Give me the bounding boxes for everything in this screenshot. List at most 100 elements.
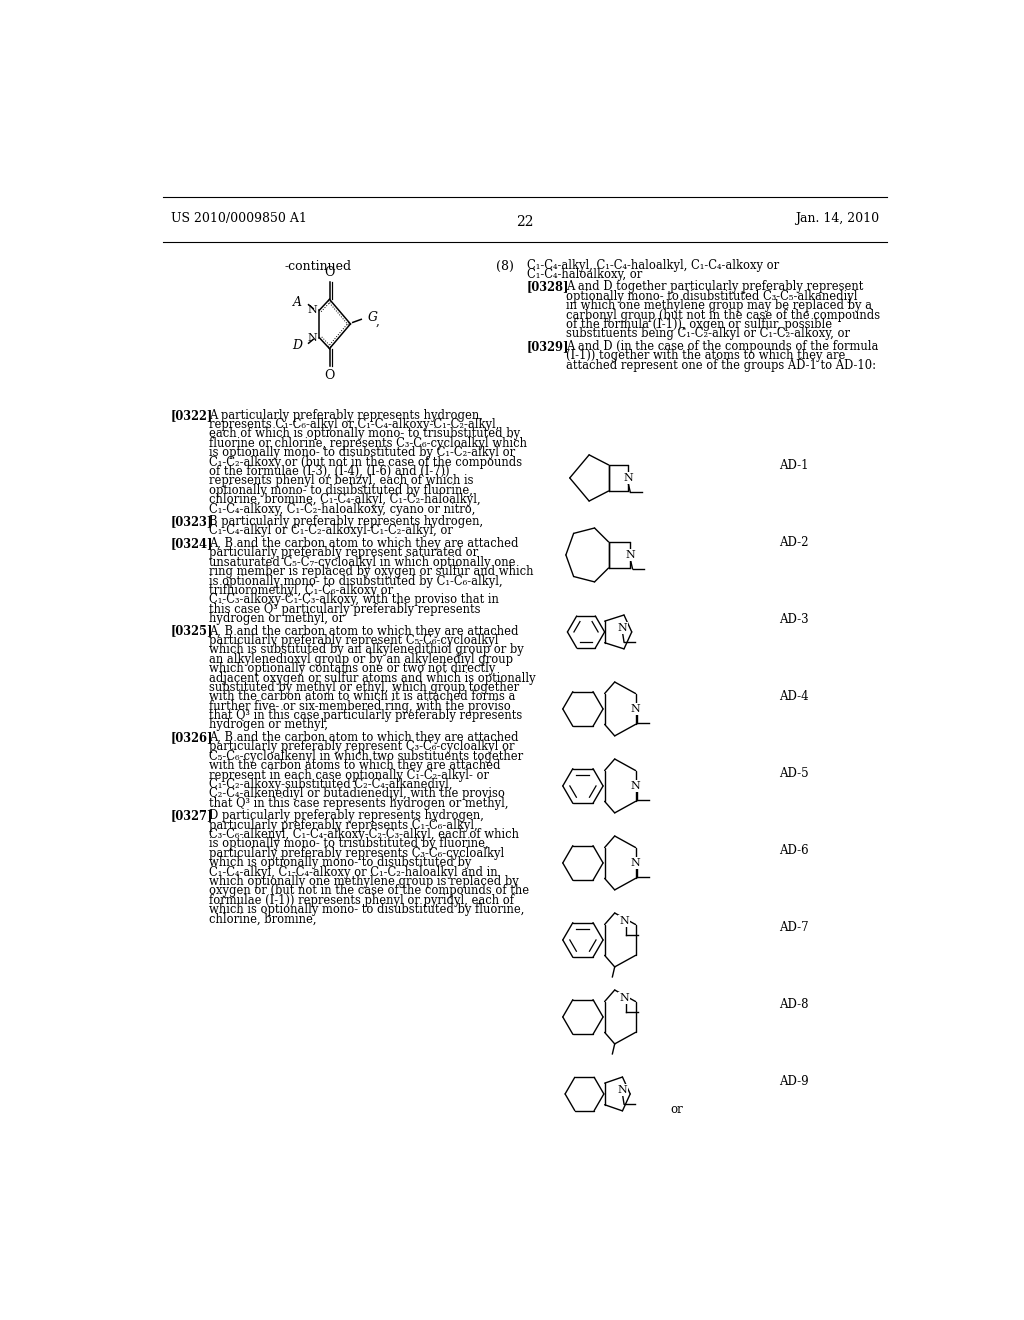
Text: ring member is replaced by oxygen or sulfur and which: ring member is replaced by oxygen or sul… xyxy=(209,565,534,578)
Text: [0325]: [0325] xyxy=(171,624,213,638)
Text: represents C₁-C₆-alkyl or C₁-C₄-alkoxy-C₁-C₂-alkyl,: represents C₁-C₆-alkyl or C₁-C₄-alkoxy-C… xyxy=(209,418,500,432)
Text: C₁-C₂-alkoxy-substituted C₂-C₄-alkanediyl,: C₁-C₂-alkoxy-substituted C₂-C₄-alkanediy… xyxy=(209,777,453,791)
Text: fluorine or chlorine, represents C₃-C₆-cycloalkyl which: fluorine or chlorine, represents C₃-C₆-c… xyxy=(209,437,527,450)
Text: hydrogen or methyl,: hydrogen or methyl, xyxy=(209,718,329,731)
Text: A: A xyxy=(293,296,302,309)
Text: which optionally contains one or two not directly: which optionally contains one or two not… xyxy=(209,663,496,675)
Text: B particularly preferably represents hydrogen,: B particularly preferably represents hyd… xyxy=(209,515,483,528)
Text: in which one methylene group may be replaced by a: in which one methylene group may be repl… xyxy=(566,300,871,312)
Text: [0326]: [0326] xyxy=(171,731,213,744)
Text: C₁-C₄-alkoxy, C₁-C₂-haloalkoxy, cyano or nitro,: C₁-C₄-alkoxy, C₁-C₂-haloalkoxy, cyano or… xyxy=(209,503,476,516)
Text: N: N xyxy=(617,623,628,634)
Text: adjacent oxygen or sulfur atoms and which is optionally: adjacent oxygen or sulfur atoms and whic… xyxy=(209,672,536,685)
Text: AD-7: AD-7 xyxy=(779,921,809,933)
Text: N: N xyxy=(626,550,635,560)
Text: N: N xyxy=(630,858,640,869)
Text: [0329]: [0329] xyxy=(527,339,569,352)
Text: chlorine, bromine,: chlorine, bromine, xyxy=(209,912,316,925)
Text: A, B and the carbon atom to which they are attached: A, B and the carbon atom to which they a… xyxy=(209,731,519,744)
Text: [0327]: [0327] xyxy=(171,809,213,822)
Text: with the carbon atom to which it is attached forms a: with the carbon atom to which it is atta… xyxy=(209,690,516,704)
Text: substituents being C₁-C₂-alkyl or C₁-C₂-alkoxy, or: substituents being C₁-C₂-alkyl or C₁-C₂-… xyxy=(566,327,850,341)
Text: 22: 22 xyxy=(516,215,534,228)
Text: particularly preferably represent saturated or: particularly preferably represent satura… xyxy=(209,546,478,560)
Text: attached represent one of the groups AD-1 to AD-10:: attached represent one of the groups AD-… xyxy=(566,359,876,372)
Text: an alkylenedioxyl group or by an alkylenediyl group: an alkylenedioxyl group or by an alkylen… xyxy=(209,653,513,665)
Text: [0322]: [0322] xyxy=(171,409,213,421)
Text: (8): (8) xyxy=(496,260,514,273)
Text: N: N xyxy=(307,333,317,343)
Text: A, B and the carbon atom to which they are attached: A, B and the carbon atom to which they a… xyxy=(209,624,519,638)
Text: further five- or six-membered ring, with the proviso: further five- or six-membered ring, with… xyxy=(209,700,511,713)
Text: C₁-C₂-alkoxy or (but not in the case of the compounds: C₁-C₂-alkoxy or (but not in the case of … xyxy=(209,455,522,469)
Text: D particularly preferably represents hydrogen,: D particularly preferably represents hyd… xyxy=(209,809,484,822)
Text: AD-9: AD-9 xyxy=(779,1074,809,1088)
Text: represent in each case optionally C₁-C₂-alkyl- or: represent in each case optionally C₁-C₂-… xyxy=(209,768,489,781)
Text: O: O xyxy=(325,267,335,280)
Text: AD-4: AD-4 xyxy=(779,689,809,702)
Text: trifluoromethyl, C₁-C₆-alkoxy or: trifluoromethyl, C₁-C₆-alkoxy or xyxy=(209,583,393,597)
Text: A particularly preferably represents hydrogen,: A particularly preferably represents hyd… xyxy=(209,409,483,421)
Text: C₁-C₄-haloalkoxy, or: C₁-C₄-haloalkoxy, or xyxy=(527,268,642,281)
Text: AD-8: AD-8 xyxy=(779,998,809,1011)
Text: is optionally mono- to disubstituted by C₁-C₆-alkyl,: is optionally mono- to disubstituted by … xyxy=(209,574,503,587)
Text: oxygen or (but not in the case of the compounds of the: oxygen or (but not in the case of the co… xyxy=(209,884,529,898)
Text: Jan. 14, 2010: Jan. 14, 2010 xyxy=(795,213,879,224)
Text: A and D (in the case of the compounds of the formula: A and D (in the case of the compounds of… xyxy=(566,339,879,352)
Text: C₃-C₆-alkenyl, C₁-C₄-alkoxy-C₂-C₃-alkyl, each of which: C₃-C₆-alkenyl, C₁-C₄-alkoxy-C₂-C₃-alkyl,… xyxy=(209,828,519,841)
Text: N: N xyxy=(307,305,317,315)
Text: unsaturated C₅-C₇-cycloalkyl in which optionally one: unsaturated C₅-C₇-cycloalkyl in which op… xyxy=(209,556,516,569)
Text: particularly preferably represents C₃-C₆-cycloalkyl: particularly preferably represents C₃-C₆… xyxy=(209,847,505,859)
Text: C₁-C₃-alkoxy-C₁-C₃-alkoxy, with the proviso that in: C₁-C₃-alkoxy-C₁-C₃-alkoxy, with the prov… xyxy=(209,593,500,606)
Text: C₁-C₄-alkyl or C₁-C₂-alkoxyl-C₁-C₂-alkyl, or: C₁-C₄-alkyl or C₁-C₂-alkoxyl-C₁-C₂-alkyl… xyxy=(209,524,454,537)
Text: that Q³ in this case particularly preferably represents: that Q³ in this case particularly prefer… xyxy=(209,709,522,722)
Text: formulae (I-1)) represents phenyl or pyridyl, each of: formulae (I-1)) represents phenyl or pyr… xyxy=(209,894,514,907)
Text: which is substituted by an alkylenedithiol group or by: which is substituted by an alkylenedithi… xyxy=(209,643,524,656)
Text: particularly preferably represents C₁-C₆-alkyl,: particularly preferably represents C₁-C₆… xyxy=(209,818,478,832)
Text: carbonyl group (but not in the case of the compounds: carbonyl group (but not in the case of t… xyxy=(566,309,880,322)
Text: which optionally one methylene group is replaced by: which optionally one methylene group is … xyxy=(209,875,519,888)
Text: is optionally mono- to disubstituted by C₁-C₂-alkyl or: is optionally mono- to disubstituted by … xyxy=(209,446,515,459)
Text: or: or xyxy=(671,1102,683,1115)
Text: -continued: -continued xyxy=(285,260,351,273)
Text: substituted by methyl or ethyl, which group together: substituted by methyl or ethyl, which gr… xyxy=(209,681,519,694)
Text: G: G xyxy=(368,312,378,325)
Text: D: D xyxy=(293,339,302,352)
Text: N: N xyxy=(630,781,640,791)
Text: of the formulae (I-3), (I-4), (I-6) and (I-7)): of the formulae (I-3), (I-4), (I-6) and … xyxy=(209,465,450,478)
Text: is optionally mono- to trisubstituted by fluorine,: is optionally mono- to trisubstituted by… xyxy=(209,837,489,850)
Text: (I-1)) together with the atoms to which they are: (I-1)) together with the atoms to which … xyxy=(566,350,845,362)
Text: that Q³ in this case represents hydrogen or methyl,: that Q³ in this case represents hydrogen… xyxy=(209,797,509,809)
Text: O: O xyxy=(325,368,335,381)
Text: hydrogen or methyl, or: hydrogen or methyl, or xyxy=(209,612,344,626)
Text: chlorine, bromine, C₁-C₄-alkyl, C₁-C₂-haloalkyl,: chlorine, bromine, C₁-C₄-alkyl, C₁-C₂-ha… xyxy=(209,494,481,506)
Text: of the formula (I-1)), oxgen or sulfur, possible: of the formula (I-1)), oxgen or sulfur, … xyxy=(566,318,831,331)
Text: particularly preferably represent C₃-C₆-cycloalkyl or: particularly preferably represent C₃-C₆-… xyxy=(209,741,515,754)
Text: C₁-C₄-alkyl, C₁-C₄-haloalkyl, C₁-C₄-alkoxy or: C₁-C₄-alkyl, C₁-C₄-haloalkyl, C₁-C₄-alko… xyxy=(527,259,779,272)
Text: N: N xyxy=(617,1085,628,1096)
Text: optionally mono- to disubstituted by fluorine,: optionally mono- to disubstituted by flu… xyxy=(209,484,473,496)
Text: C₁-C₄-alkyl, C₁-C₄-alkoxy or C₁-C₂-haloalkyl and in: C₁-C₄-alkyl, C₁-C₄-alkoxy or C₁-C₂-haloa… xyxy=(209,866,498,879)
Text: AD-6: AD-6 xyxy=(779,843,809,857)
Text: AD-2: AD-2 xyxy=(779,536,809,549)
Text: each of which is optionally mono- to trisubstituted by: each of which is optionally mono- to tri… xyxy=(209,428,520,441)
Text: [0323]: [0323] xyxy=(171,515,213,528)
Text: N: N xyxy=(620,993,629,1003)
Text: represents phenyl or benzyl, each of which is: represents phenyl or benzyl, each of whi… xyxy=(209,474,474,487)
Text: AD-3: AD-3 xyxy=(779,612,809,626)
Text: particularly preferably represent C₅-C₆-cycloalkyl: particularly preferably represent C₅-C₆-… xyxy=(209,634,499,647)
Text: N: N xyxy=(630,704,640,714)
Text: A, B and the carbon atom to which they are attached: A, B and the carbon atom to which they a… xyxy=(209,537,519,550)
Text: which is optionally mono- to disubstituted by fluorine,: which is optionally mono- to disubstitut… xyxy=(209,903,524,916)
Text: N: N xyxy=(620,916,629,925)
Text: optionally mono- to disubstituted C₃-C₅-alkanediyl: optionally mono- to disubstituted C₃-C₅-… xyxy=(566,290,857,302)
Text: which is optionally mono- to disubstituted by: which is optionally mono- to disubstitut… xyxy=(209,857,472,869)
Text: [0328]: [0328] xyxy=(527,280,569,293)
Text: ,: , xyxy=(375,314,379,327)
Text: with the carbon atoms to which they are attached: with the carbon atoms to which they are … xyxy=(209,759,501,772)
Text: [0324]: [0324] xyxy=(171,537,213,550)
Text: N: N xyxy=(623,473,633,483)
Text: this case Q³ particularly preferably represents: this case Q³ particularly preferably rep… xyxy=(209,603,481,615)
Text: AD-5: AD-5 xyxy=(779,767,809,780)
Text: C₂-C₄-alkenediyl or butadienediyl, with the proviso: C₂-C₄-alkenediyl or butadienediyl, with … xyxy=(209,787,505,800)
